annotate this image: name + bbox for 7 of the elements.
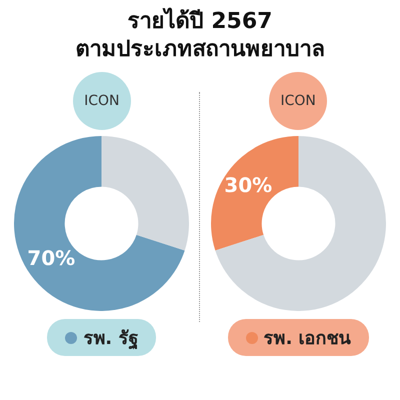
chart-title: รายได้ปี 2567 ตามประเภทสถานพยาบาล <box>74 8 326 64</box>
legend-label: รพ. เอกชน <box>264 327 351 351</box>
data-label: 70% <box>28 246 76 270</box>
data-label: 30% <box>224 173 272 198</box>
circle-icon: ICON <box>269 72 328 130</box>
circle-icon: ICON <box>72 72 131 130</box>
legend-label: รพ. รัฐ <box>83 327 138 352</box>
